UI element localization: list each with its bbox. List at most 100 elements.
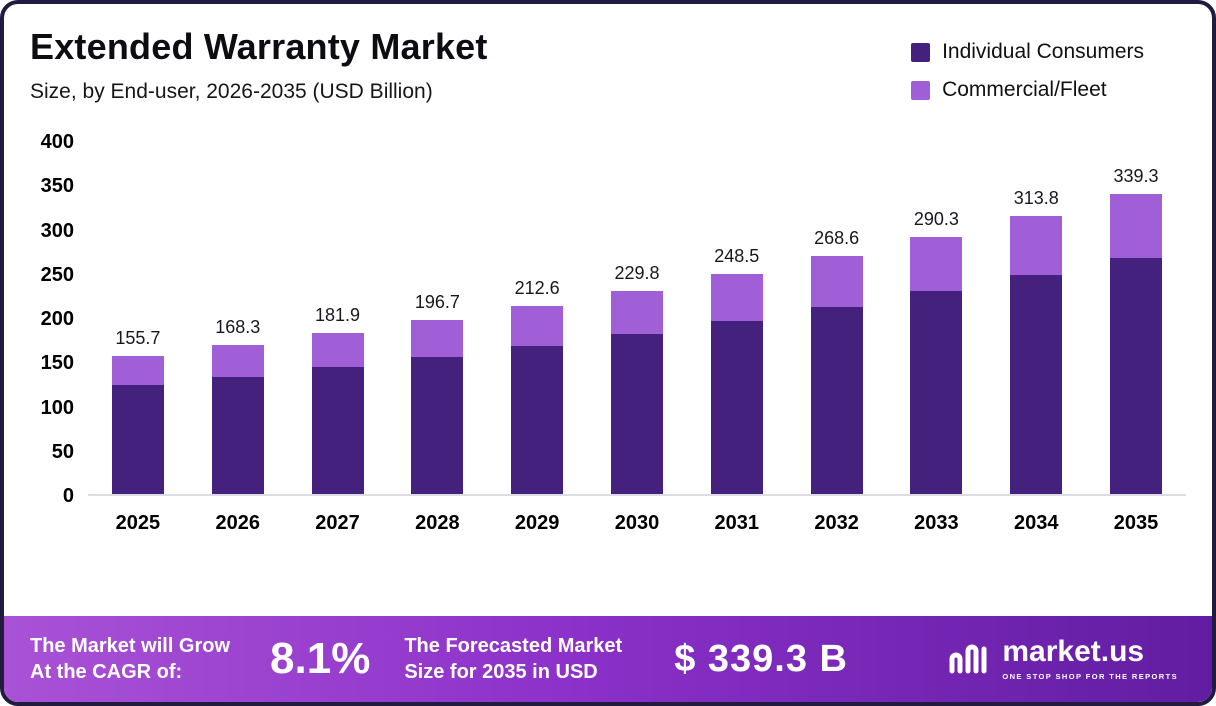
bar-column: 313.8 [986, 188, 1086, 494]
stacked-bar [810, 256, 863, 494]
brand-name: market.us [1002, 635, 1145, 668]
legend: Individual Consumers Commercial/Fleet [911, 40, 1182, 102]
page-title: Extended Warranty Market [30, 26, 488, 67]
stacked-bar [1010, 216, 1063, 494]
bar-total-label: 268.6 [814, 228, 860, 249]
y-axis: 0 50 100 150 200 250 300 350 400 [26, 131, 88, 507]
x-tick-label: 2035 [1113, 512, 1159, 534]
page-subtitle: Size, by End-user, 2026-2035 (USD Billio… [30, 80, 433, 103]
x-tick-label: 2031 [714, 512, 760, 534]
brand-logo: market.us ONE STOP SHOP FOR THE REPORTS [946, 637, 1186, 681]
legend-item-individual-consumers: Individual Consumers [911, 40, 1144, 64]
bar-total-label: 168.3 [215, 317, 261, 338]
bar-segment-individual-consumers [1110, 257, 1163, 494]
bar-segment-individual-consumers [610, 334, 663, 494]
bar-segment-individual-consumers [710, 320, 763, 494]
forecast-label-line2: Size for 2035 in USD [404, 661, 598, 683]
bar-column: 212.6 [487, 278, 587, 494]
bar-total-label: 339.3 [1113, 165, 1159, 186]
plot-wrap: 155.7 168.3 181.9 196.7 212.6 229.8 248.5 268.6… [88, 140, 1186, 535]
bar-column: 181.9 [288, 305, 388, 494]
y-tick-label: 300 [40, 219, 74, 242]
stacked-bar [411, 319, 464, 494]
bar-column: 196.7 [387, 292, 487, 494]
y-tick-label: 200 [40, 308, 74, 330]
bar-total-label: 196.7 [414, 291, 460, 312]
cagr-label: The Market will Grow At the CAGR of: [30, 633, 230, 685]
bar-segment-individual-consumers [111, 385, 164, 494]
bar-segment-commercial-fleet [111, 356, 164, 386]
bar-segment-commercial-fleet [910, 237, 963, 292]
forecast-label-line1: The Forecasted Market [404, 635, 623, 657]
y-tick-label: 350 [40, 175, 74, 198]
legend-label: Commercial/Fleet [942, 78, 1107, 101]
bar-segment-individual-consumers [311, 367, 364, 494]
x-tick-label: 2025 [115, 512, 161, 534]
bar-total-label: 248.5 [714, 246, 760, 267]
bar-total-label: 290.3 [913, 209, 959, 230]
y-tick-label: 0 [62, 485, 74, 507]
bar-column: 290.3 [887, 209, 987, 494]
legend-swatch-individual-consumers [911, 42, 931, 62]
legend-item-commercial-fleet: Commercial/Fleet [911, 78, 1144, 102]
forecast-label: The Forecasted Market Size for 2035 in U… [404, 633, 622, 685]
bar-segment-commercial-fleet [211, 345, 264, 377]
bar-segment-commercial-fleet [311, 333, 364, 368]
plot-area: 155.7 168.3 181.9 196.7 212.6 229.8 248.5 268.6… [88, 140, 1186, 496]
y-tick-label: 100 [40, 396, 74, 419]
x-axis: 2025 2026 2027 2028 2029 2030 2031 2032 2033 2034… [88, 496, 1186, 535]
bar-column: 229.8 [587, 263, 687, 494]
bar-segment-individual-consumers [211, 376, 264, 494]
bar-segment-commercial-fleet [810, 256, 863, 307]
bar-segment-commercial-fleet [511, 305, 564, 347]
stacked-bar-chart: 0 50 100 150 200 250 300 350 400 155.7 168.3 181.9… [26, 131, 1186, 535]
stacked-bar [710, 274, 763, 494]
cagr-label-line1: The Market will Grow [30, 635, 231, 657]
bar-segment-commercial-fleet [610, 290, 663, 335]
footer-banner: The Market will Grow At the CAGR of: 8.1… [4, 616, 1212, 702]
bar-segment-individual-consumers [411, 357, 464, 494]
x-tick-label: 2027 [315, 512, 360, 534]
stacked-bar [910, 237, 963, 494]
x-tick-label: 2034 [1013, 512, 1059, 534]
bar-segment-individual-consumers [1010, 274, 1063, 494]
marketus-logo-icon [949, 644, 987, 674]
stacked-bar [1110, 193, 1163, 494]
y-tick-label: 50 [51, 440, 74, 463]
brand-text: market.us ONE STOP SHOP FOR THE REPORTS [1002, 635, 1178, 682]
bar-segment-individual-consumers [910, 291, 963, 494]
y-tick-label: 250 [40, 263, 74, 286]
bar-segment-individual-consumers [511, 346, 564, 494]
bar-total-label: 229.8 [614, 262, 660, 283]
bar-column: 268.6 [787, 228, 887, 494]
title-block: Extended Warranty Market Size, by End-us… [30, 26, 488, 104]
stacked-bar [610, 290, 663, 494]
header: Extended Warranty Market Size, by End-us… [4, 4, 1212, 104]
stacked-bar [311, 333, 364, 494]
stacked-bar [511, 305, 564, 494]
stacked-bar [111, 356, 164, 494]
y-tick-label: 400 [40, 131, 74, 153]
bar-column: 168.3 [188, 317, 288, 494]
bar-segment-commercial-fleet [411, 319, 464, 358]
forecast-value: $ 339.3 B [674, 637, 848, 680]
x-tick-label: 2029 [514, 512, 560, 534]
stacked-bar [211, 345, 264, 494]
bar-total-label: 313.8 [1013, 188, 1059, 209]
bar-column: 339.3 [1086, 166, 1186, 494]
bar-total-label: 212.6 [514, 277, 560, 298]
bar-segment-commercial-fleet [1110, 193, 1163, 258]
x-tick-label: 2032 [814, 512, 859, 534]
brand-tagline: ONE STOP SHOP FOR THE REPORTS [1002, 672, 1178, 681]
x-tick-label: 2028 [415, 512, 460, 534]
y-tick-label: 150 [40, 352, 74, 375]
cagr-label-line2: At the CAGR of: [30, 661, 183, 683]
x-tick-label: 2033 [914, 512, 959, 534]
x-tick-label: 2026 [215, 512, 260, 534]
bar-segment-commercial-fleet [1010, 216, 1063, 275]
legend-label: Individual Consumers [942, 40, 1144, 63]
legend-swatch-commercial-fleet [911, 80, 931, 100]
cagr-value: 8.1% [270, 634, 371, 683]
bar-segment-individual-consumers [810, 306, 863, 494]
